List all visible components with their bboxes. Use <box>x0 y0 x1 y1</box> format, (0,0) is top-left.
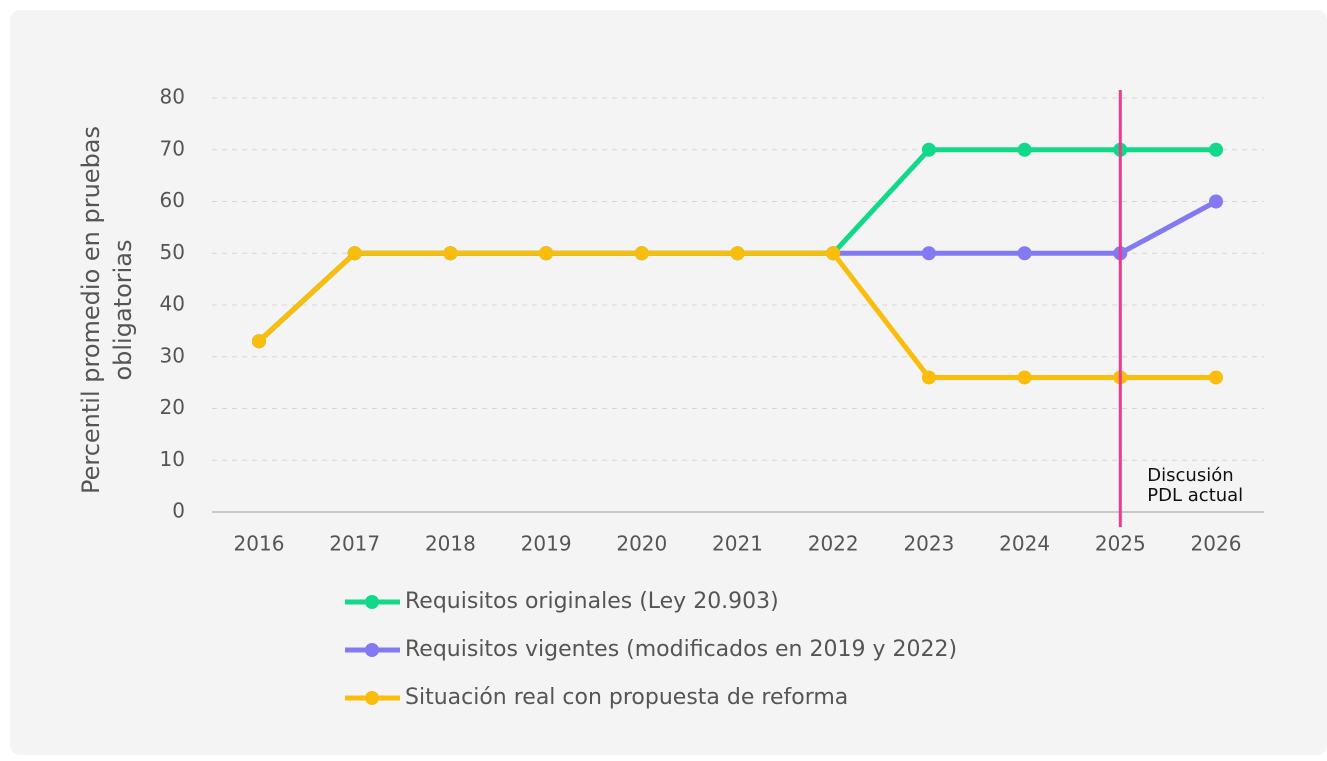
x-tick-label: 2026 <box>1191 532 1242 556</box>
annotation-text: PDL actual <box>1147 485 1243 506</box>
point <box>1209 142 1223 157</box>
y-tick-label: 80 <box>160 85 185 109</box>
point <box>921 246 936 261</box>
point <box>539 246 554 261</box>
point <box>347 246 362 261</box>
y-tick-label: 10 <box>160 447 185 471</box>
point <box>634 246 649 261</box>
legend-label: Situación real con propuesta de reforma <box>405 685 848 710</box>
x-tick-label: 2017 <box>329 532 380 556</box>
annotation-text: Discusión <box>1147 465 1233 486</box>
x-tick-label: 2021 <box>712 532 763 556</box>
x-tick-label: 2023 <box>903 532 954 556</box>
x-tick-label: 2025 <box>1095 532 1146 556</box>
y-tick-label: 20 <box>160 395 185 419</box>
legend-marker <box>365 643 379 657</box>
y-tick-label: 60 <box>160 188 185 212</box>
point <box>1017 142 1032 157</box>
y-tick-label: 30 <box>160 343 185 367</box>
point <box>921 142 936 157</box>
legend-marker <box>365 595 379 609</box>
point <box>1209 194 1223 209</box>
point <box>1209 370 1223 385</box>
point <box>252 334 266 349</box>
point <box>826 246 841 261</box>
legend-label: Requisitos vigentes (modificados en 2019… <box>405 637 957 662</box>
x-tick-label: 2016 <box>234 532 285 556</box>
x-tick-label: 2018 <box>425 532 476 556</box>
point <box>443 246 458 261</box>
point <box>1017 370 1032 385</box>
point <box>921 370 936 385</box>
y-tick-label: 40 <box>160 292 185 316</box>
x-tick-label: 2020 <box>616 532 667 556</box>
x-tick-label: 2022 <box>808 532 859 556</box>
x-tick-label: 2024 <box>999 532 1050 556</box>
legend-marker <box>365 691 379 705</box>
point <box>1017 246 1032 261</box>
y-axis-label: Percentil promedio en pruebas <box>77 126 105 494</box>
legend-label: Requisitos originales (Ley 20.903) <box>405 589 779 614</box>
point <box>730 246 745 261</box>
y-tick-label: 50 <box>160 240 185 264</box>
x-tick-label: 2019 <box>521 532 572 556</box>
card <box>10 10 1327 755</box>
y-axis-label: obligatorias <box>109 239 137 380</box>
y-tick-label: 0 <box>172 499 185 523</box>
y-tick-label: 70 <box>160 136 185 160</box>
